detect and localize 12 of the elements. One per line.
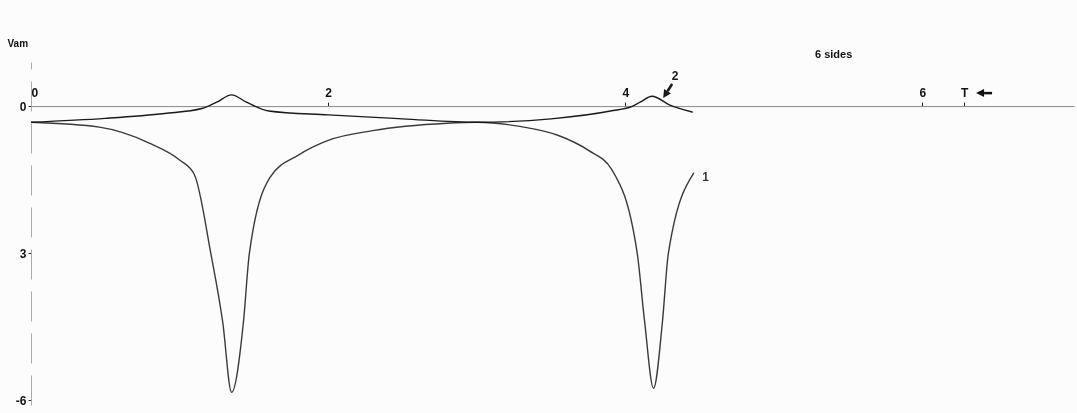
series-label: 1 [702, 170, 710, 185]
y-tick-label: 3 [19, 246, 27, 261]
y-tick-label: -6 [15, 393, 27, 408]
y-axis-title: Vam [7, 37, 29, 49]
text: 6 sides [815, 48, 853, 60]
x-tick-label: 0 [31, 85, 39, 100]
y-tick-label: 0 [19, 99, 27, 114]
x-tick-label: T [960, 85, 969, 100]
series-label: 2 [671, 68, 679, 83]
x-tick-label: 4 [622, 85, 630, 100]
x-tick-label: 2 [325, 85, 333, 100]
x-tick-label: 6 [919, 85, 927, 100]
